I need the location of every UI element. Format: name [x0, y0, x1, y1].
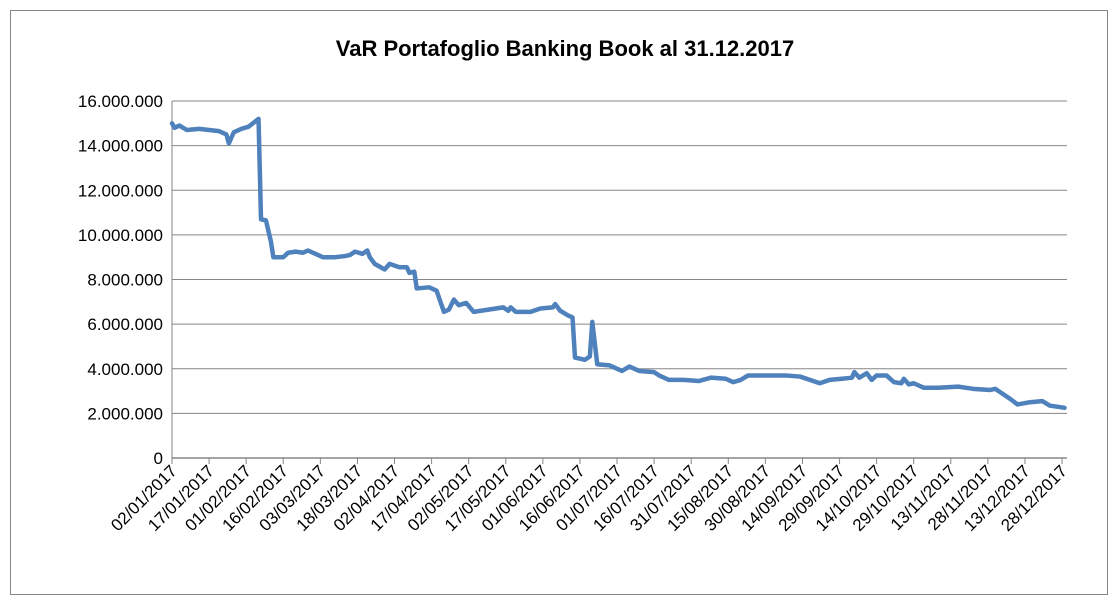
y-tick-label: 0 — [154, 449, 163, 468]
y-tick-label: 16.000.000 — [78, 92, 163, 111]
y-tick-label: 4.000.000 — [87, 360, 163, 379]
y-tick-label: 8.000.000 — [87, 271, 163, 290]
y-tick-label: 14.000.000 — [78, 137, 163, 156]
y-tick-label: 10.000.000 — [78, 226, 163, 245]
y-tick-label: 2.000.000 — [87, 404, 163, 423]
chart-title: VaR Portafoglio Banking Book al 31.12.20… — [336, 36, 795, 61]
chart-border — [10, 10, 1108, 595]
y-tick-label: 6.000.000 — [87, 315, 163, 334]
data-line — [169, 116, 1067, 411]
y-tick-label: 12.000.000 — [78, 181, 163, 200]
